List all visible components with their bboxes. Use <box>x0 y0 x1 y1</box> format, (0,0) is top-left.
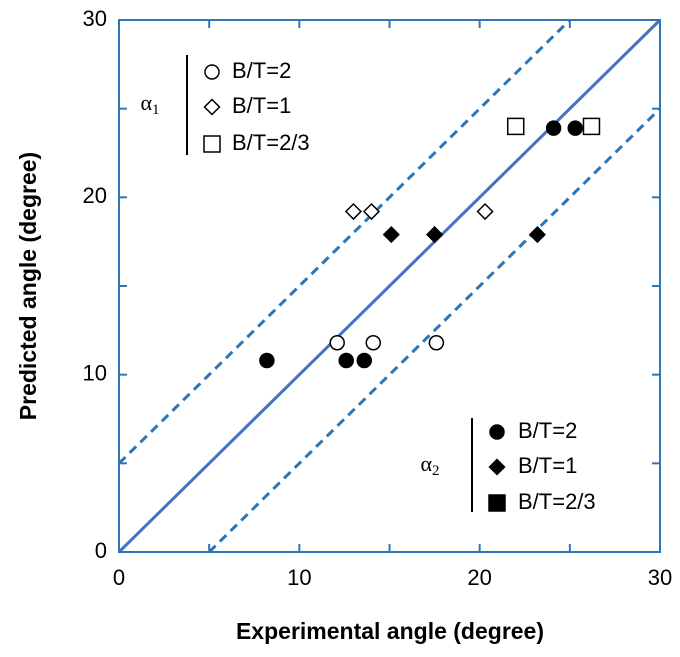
point <box>259 352 275 369</box>
legend-marker <box>489 424 505 440</box>
point <box>428 334 445 351</box>
legend-label: B/T=2/3 <box>232 130 310 155</box>
y-axis-title: Predicted angle (degree) <box>15 152 41 420</box>
point <box>356 352 373 369</box>
x-tick-label: 10 <box>287 565 311 590</box>
legend-label: B/T=2/3 <box>518 489 596 514</box>
legend-marker <box>204 64 220 80</box>
legend-group-label: α1 <box>140 90 159 118</box>
x-tick-label: 30 <box>648 565 672 590</box>
point <box>426 226 444 244</box>
point <box>506 117 525 136</box>
legend-label: B/T=2 <box>518 418 577 443</box>
group-subscript: 2 <box>432 463 440 479</box>
point <box>344 202 362 221</box>
x-tick-label: 0 <box>113 565 125 590</box>
reference-line <box>117 18 571 465</box>
point <box>382 226 400 244</box>
point <box>528 226 546 244</box>
point <box>365 334 382 351</box>
group-subscript: 1 <box>152 102 160 118</box>
point <box>545 120 562 136</box>
group-symbol: α <box>140 90 152 115</box>
legend-label: B/T=2 <box>232 58 291 83</box>
point <box>329 334 345 351</box>
y-tick-label: 20 <box>83 183 107 208</box>
reference-line <box>208 107 662 554</box>
legend-group-label: α2 <box>420 451 439 479</box>
legend-marker <box>488 458 506 476</box>
y-tick-label: 0 <box>95 538 107 563</box>
legend-marker <box>203 98 221 116</box>
reference-line <box>117 18 662 554</box>
y-tick-label: 30 <box>83 6 107 31</box>
legend-label: B/T=1 <box>518 453 577 478</box>
point <box>582 117 601 136</box>
x-axis-title: Experimental angle (degree) <box>236 618 544 644</box>
group-symbol: α <box>420 451 432 476</box>
legend-label: B/T=1 <box>232 93 291 118</box>
legend-marker <box>203 135 221 153</box>
x-tick-label: 20 <box>467 565 491 590</box>
point <box>567 120 583 136</box>
point <box>338 352 354 369</box>
legend-marker <box>488 494 506 512</box>
y-tick-label: 10 <box>83 360 107 385</box>
point <box>476 202 494 221</box>
point <box>362 202 381 221</box>
